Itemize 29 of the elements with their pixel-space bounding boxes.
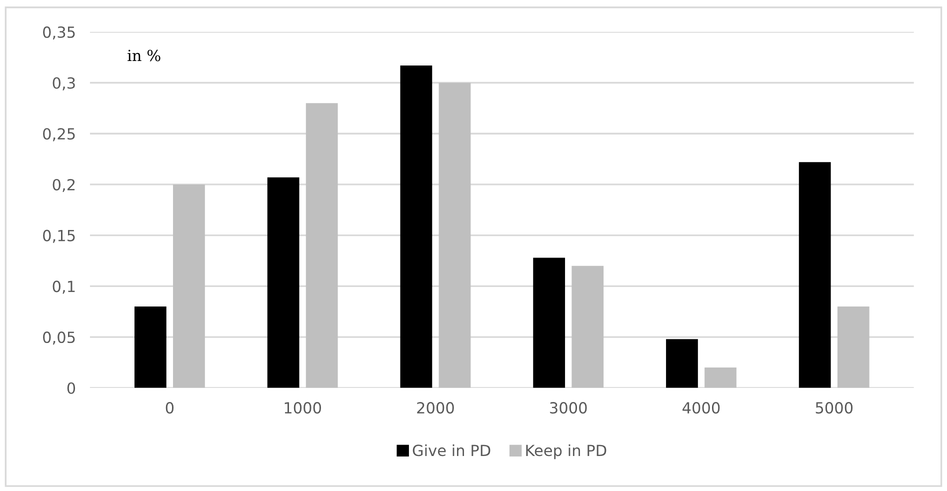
x-tick-label: 5000 [816,402,853,414]
y-tick-label: 0,3 [52,77,75,90]
y-tick-label: 0,2 [52,178,75,192]
x-tick-label: 4000 [682,402,720,414]
bar [666,339,698,388]
bar [837,306,870,388]
bar [704,368,736,388]
bar [306,103,338,388]
legend-label: Keep in PD [526,444,606,460]
y-tick-label: 0,35 [43,26,75,40]
y-tick-label: 0 [67,382,76,394]
y-tick-label: 0,25 [43,128,75,142]
bar [438,82,471,388]
x-tick-label: 0 [166,402,174,414]
bar [267,177,300,388]
y-tick-label: 0,05 [43,332,75,345]
annotation: in % [128,50,160,62]
bar [533,258,566,388]
legend-label: Give in PD [412,444,490,456]
x-tick-label: 3000 [550,402,587,414]
x-tick-label: 2000 [417,402,454,414]
bar [798,162,831,388]
y-tick-label: 0,15 [43,230,75,243]
bar [134,306,166,388]
bar [400,65,432,388]
y-tick-label: 0,1 [52,280,75,294]
bar [572,266,604,388]
bar [173,184,205,388]
x-tick-label: 1000 [284,402,322,414]
